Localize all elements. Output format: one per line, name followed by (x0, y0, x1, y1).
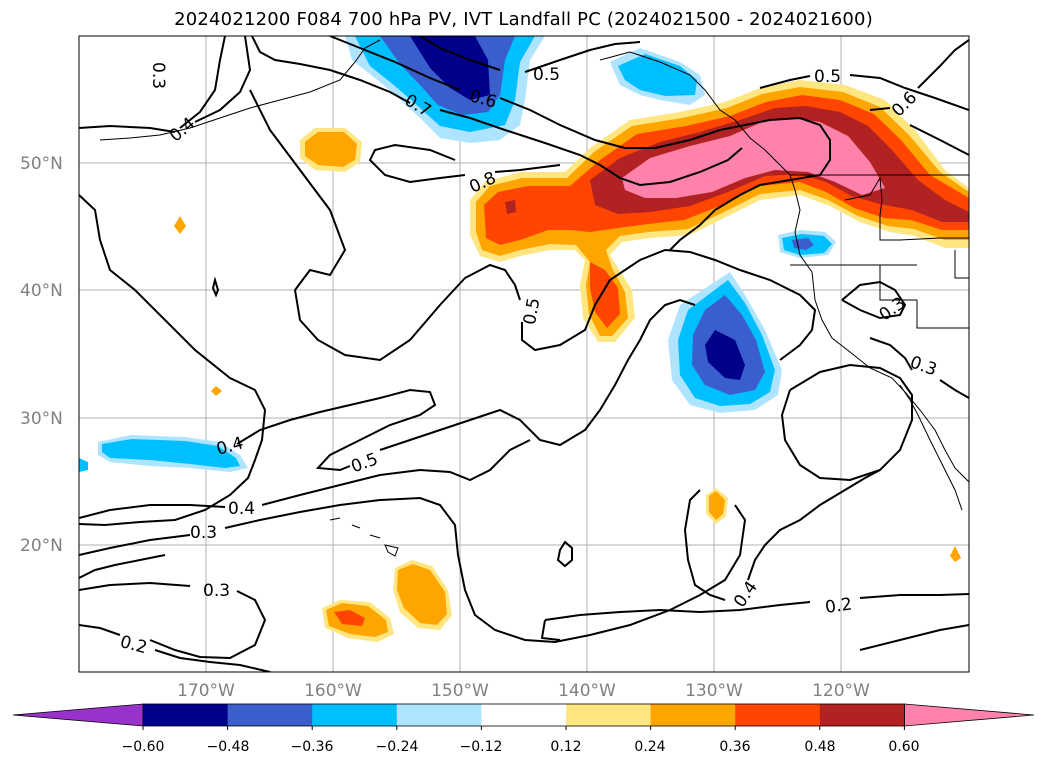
pv-contour-0.3-south (79, 534, 191, 556)
pv-contour-0.3-far-west (79, 194, 267, 527)
latitude-labels: 50°N 40°N 30°N 20°N (20, 154, 63, 556)
colorbar-swatch (819, 704, 905, 726)
map-frame (78, 35, 970, 673)
colorbar-tick-label: 0.24 (634, 739, 665, 755)
colorbar-swatch (396, 704, 482, 726)
lat-label-50n: 50°N (20, 154, 63, 174)
pv-contour-0.7 (251, 36, 411, 104)
pv-contour-0.3-west (79, 124, 176, 133)
pv-contour-0.4-mid (236, 388, 437, 472)
pv-contour-0.2-sw (79, 624, 121, 636)
colorbar-tick-label: −0.60 (122, 739, 165, 755)
lon-label-130w: 130°W (685, 681, 743, 701)
pv-contour-0.3-ca (869, 337, 913, 371)
lat-label-40n: 40°N (20, 281, 63, 301)
colorbar-tick-label: 0.12 (550, 739, 581, 755)
colorbar-extend-min (12, 703, 144, 727)
contour-label: 0.5 (814, 67, 841, 87)
pv-contour-0.4-north (179, 36, 226, 129)
pv-contour-0.8 (368, 143, 466, 184)
contour-label: 0.5 (533, 65, 560, 85)
pv-contour-0.6-east (869, 107, 891, 111)
colorbar-outline (142, 703, 905, 727)
colorbar-swatch (481, 704, 567, 726)
contour-label: 0.3 (148, 62, 168, 89)
lat-label-20n: 20°N (20, 536, 63, 556)
pv-contour-0.4-south (79, 504, 226, 519)
coastline-aleutians (99, 39, 381, 141)
colorbar-swatch (227, 704, 313, 726)
contour-label: 0.3 (203, 581, 230, 601)
lon-label-160w: 160°W (304, 681, 362, 701)
lon-label-120w: 120°W (812, 681, 870, 701)
contour-label: 0.4 (228, 499, 255, 519)
map-plot-area: 0.3 0.4 0.7 0.6 0.5 0.5 0.6 0.8 0.5 0.3 … (79, 36, 969, 672)
colorbar-tick-label: −0.36 (291, 739, 334, 755)
colorbar (12, 703, 1035, 730)
coastline-baja (899, 384, 963, 511)
pv-contour-0.5-subtropic (379, 298, 696, 451)
pv-contour-0.2-se (544, 601, 811, 621)
lat-label-30n: 30°N (20, 409, 63, 429)
colorbar-extend-max (904, 703, 1035, 727)
colorbar-tick-label: −0.24 (376, 739, 419, 755)
colorbar-swatch (650, 704, 736, 726)
colorbar-swatch (312, 704, 398, 726)
colorbar-tick-label: 0.48 (804, 739, 835, 755)
colorbar-tick-label: −0.12 (460, 739, 503, 755)
colorbar-tick-label: 0.60 (888, 739, 919, 755)
pv-contour-0.6-north (329, 36, 461, 91)
lon-label-140w: 140°W (558, 681, 616, 701)
pv-contours (79, 36, 969, 672)
colorbar-tick-label: 0.36 (719, 739, 750, 755)
colorbar-tick-labels: −0.60 −0.48 −0.36 −0.24 −0.12 0.12 0.24 … (122, 739, 920, 755)
negative-pc-regions (79, 36, 836, 472)
pv-contour-0.4-se (683, 489, 726, 601)
lon-label-150w: 150°W (431, 681, 489, 701)
pv-contour-0.5-northeast (759, 75, 811, 89)
coastlines (99, 39, 969, 557)
longitude-labels: 170°W 160°W 150°W 140°W 130°W 120°W (177, 681, 870, 701)
lon-label-170w: 170°W (177, 681, 235, 701)
contour-label: 0.5 (520, 296, 544, 326)
contour-label: 0.3 (190, 523, 217, 543)
colorbar-swatch (735, 704, 821, 726)
colorbar-swatch (143, 704, 229, 726)
map-title: 2024021200 F084 700 hPa PV, IVT Landfall… (174, 9, 873, 30)
coastline-hawaii (329, 517, 399, 557)
pv-contour-0.3-east (841, 280, 907, 320)
colorbar-swatch (566, 704, 652, 726)
contour-label: 0.2 (824, 594, 854, 618)
colorbar-tick-label: −0.48 (207, 739, 250, 755)
pv-contour-0.5-central (249, 89, 521, 362)
